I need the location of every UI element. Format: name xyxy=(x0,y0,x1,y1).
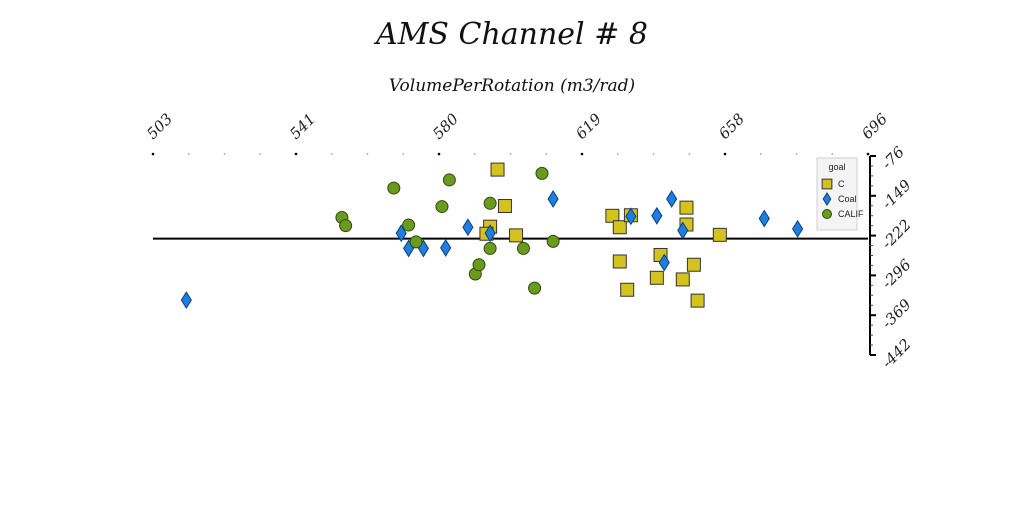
point-coal xyxy=(440,238,452,257)
x-minor-tick xyxy=(259,153,262,155)
point-calif xyxy=(339,219,353,233)
point-coal xyxy=(658,253,670,272)
point-coal xyxy=(758,209,770,228)
point-coal xyxy=(677,221,689,240)
legend-title: goal xyxy=(828,162,845,172)
point-coal xyxy=(462,218,474,237)
point-coal xyxy=(180,291,192,310)
x-minor-tick xyxy=(223,153,226,155)
point-c xyxy=(686,257,701,272)
x-minor-tick xyxy=(402,153,405,155)
point-calif xyxy=(546,234,560,248)
x-minor-tick xyxy=(187,153,190,155)
y-tick-label: -296 xyxy=(878,255,915,292)
x-tick-label: 580 xyxy=(429,110,462,143)
y-tick-label: -76 xyxy=(878,143,908,173)
point-calif xyxy=(409,235,423,249)
point-coal xyxy=(547,190,559,208)
point-calif xyxy=(472,258,486,272)
legend-box xyxy=(816,157,858,231)
y-tick-label: -442 xyxy=(878,335,915,372)
point-calif xyxy=(442,173,456,187)
x-minor-tick xyxy=(330,153,333,155)
x-axis-label: VolumePerRotation (m3/rad) xyxy=(389,76,635,96)
point-c xyxy=(712,227,727,242)
point-calif xyxy=(435,200,449,214)
point-calif xyxy=(402,218,416,232)
point-calif xyxy=(516,241,530,255)
y-tick-label: -369 xyxy=(878,295,915,332)
legend-marker-coal xyxy=(822,192,832,206)
data-points xyxy=(180,162,838,310)
y-axis: -76-149-222-296-369-442 xyxy=(869,143,915,372)
x-major-tick xyxy=(866,152,870,156)
x-tick-label: 658 xyxy=(715,110,748,143)
point-calif xyxy=(535,166,549,180)
point-calif xyxy=(483,196,497,210)
point-c xyxy=(675,272,690,287)
point-c xyxy=(497,199,512,214)
x-tick-label: 541 xyxy=(286,110,319,143)
x-major-tick xyxy=(437,152,441,156)
legend-label: C xyxy=(838,179,845,189)
chart-title: AMS Channel # 8 xyxy=(373,17,648,52)
x-tick-label: 503 xyxy=(143,110,176,143)
point-coal xyxy=(484,224,496,243)
x-major-tick xyxy=(294,152,298,156)
legend: goal C Coal CALIF xyxy=(816,157,864,231)
point-c xyxy=(679,200,694,215)
point-calif xyxy=(483,241,497,255)
x-minor-tick xyxy=(759,153,762,155)
x-major-tick xyxy=(723,152,727,156)
point-c xyxy=(605,208,620,223)
x-minor-tick xyxy=(473,153,476,155)
legend-label: CALIF xyxy=(838,209,864,219)
point-c xyxy=(612,254,627,269)
x-minor-tick xyxy=(545,153,548,155)
point-c xyxy=(509,228,524,243)
x-minor-tick xyxy=(688,153,691,155)
y-tick-label: -222 xyxy=(878,216,915,253)
legend-marker-c xyxy=(821,178,833,190)
point-c xyxy=(620,282,635,297)
x-major-tick xyxy=(151,152,155,156)
legend-marker-calif xyxy=(822,209,832,219)
point-calif xyxy=(528,281,542,295)
point-c xyxy=(490,162,505,177)
x-tick-label: 696 xyxy=(858,110,891,143)
point-calif xyxy=(387,181,401,195)
x-tick-label: 619 xyxy=(572,110,605,143)
point-coal xyxy=(666,190,678,208)
x-minor-tick xyxy=(652,153,655,155)
x-minor-tick xyxy=(509,153,512,155)
point-c xyxy=(649,270,664,285)
legend-label: Coal xyxy=(838,194,857,204)
point-coal xyxy=(792,219,804,238)
point-c xyxy=(612,220,627,235)
point-coal xyxy=(651,206,663,225)
x-minor-tick xyxy=(831,153,834,155)
point-coal xyxy=(625,207,637,226)
point-c xyxy=(690,293,705,308)
x-minor-tick xyxy=(616,153,619,155)
x-axis: 503 541 580 619 658 696 xyxy=(143,110,891,156)
y-tick-label: -149 xyxy=(878,176,915,213)
x-minor-tick xyxy=(795,153,798,155)
x-major-tick xyxy=(580,152,584,156)
x-minor-tick xyxy=(366,153,369,155)
